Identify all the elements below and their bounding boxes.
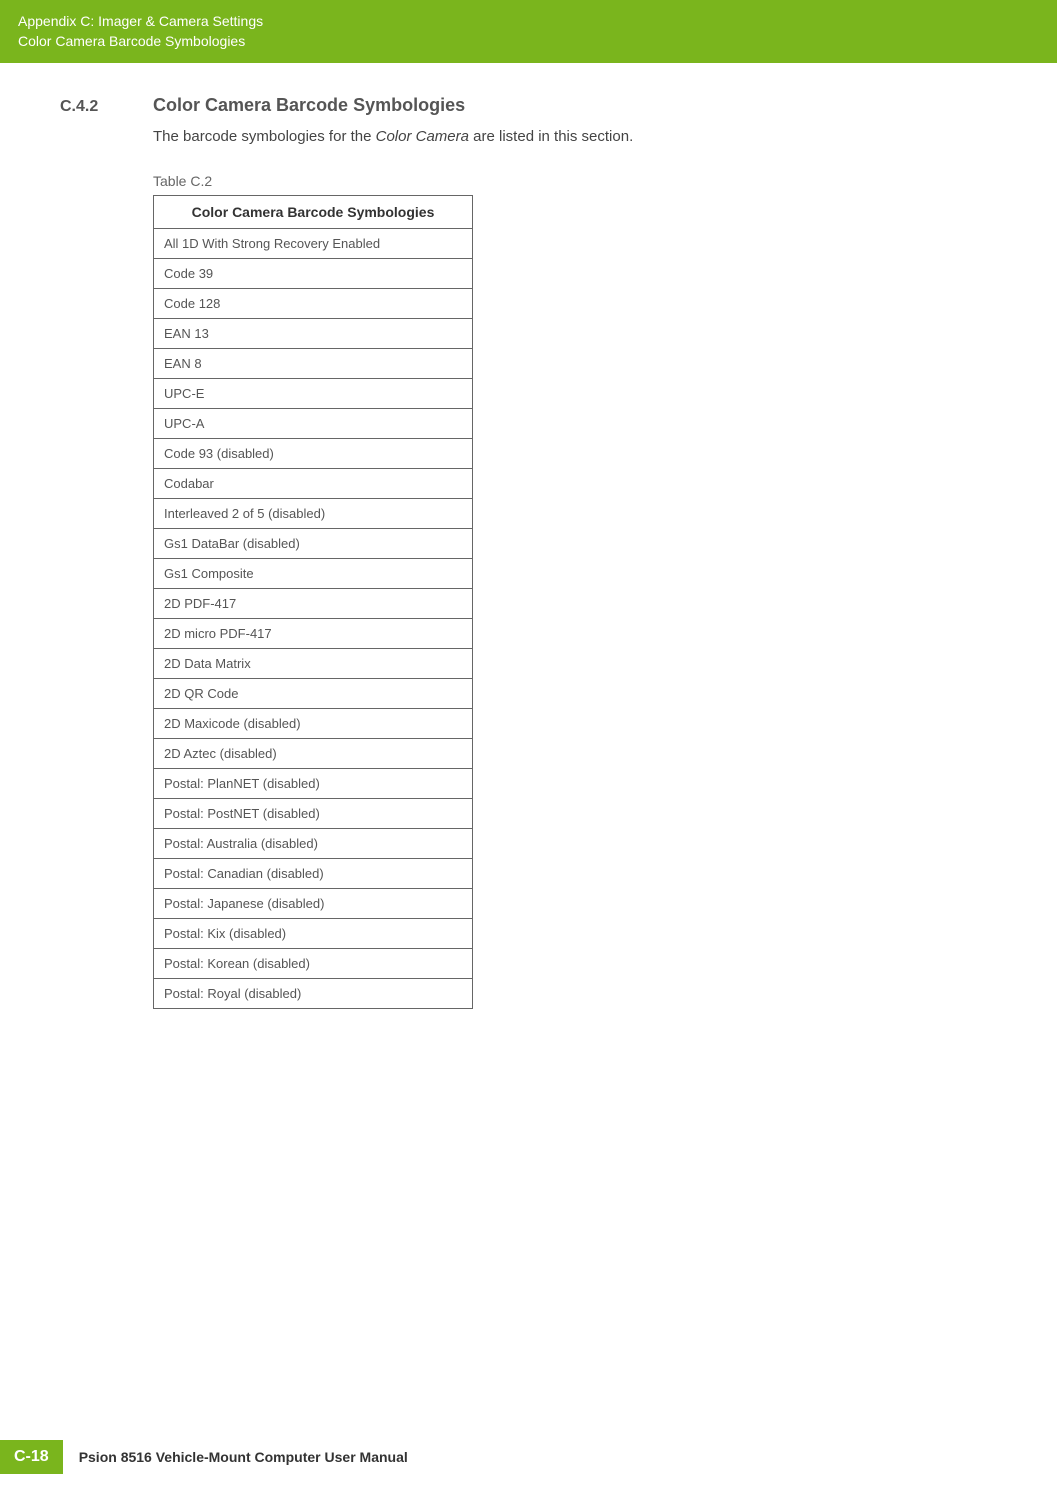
footer-text: Psion 8516 Vehicle-Mount Computer User M… xyxy=(79,1449,408,1465)
table-cell: 2D QR Code xyxy=(154,678,473,708)
table-row: Postal: Japanese (disabled) xyxy=(154,888,473,918)
page-header: Appendix C: Imager & Camera Settings Col… xyxy=(0,0,1057,63)
table-cell: 2D PDF-417 xyxy=(154,588,473,618)
page-number: C-18 xyxy=(0,1440,63,1474)
section-heading: C.4.2 Color Camera Barcode Symbologies xyxy=(60,95,997,116)
table-row: Postal: Kix (disabled) xyxy=(154,918,473,948)
table-cell: Postal: Australia (disabled) xyxy=(154,828,473,858)
intro-italic: Color Camera xyxy=(376,128,469,145)
table-row: 2D micro PDF-417 xyxy=(154,618,473,648)
table-row: Postal: Korean (disabled) xyxy=(154,948,473,978)
table-cell: Code 39 xyxy=(154,258,473,288)
intro-prefix: The barcode symbologies for the xyxy=(153,128,376,145)
table-cell: UPC-A xyxy=(154,408,473,438)
table-cell: UPC-E xyxy=(154,378,473,408)
table-row: Postal: PlanNET (disabled) xyxy=(154,768,473,798)
table-cell: 2D Aztec (disabled) xyxy=(154,738,473,768)
section-number: C.4.2 xyxy=(60,98,153,116)
table-row: Gs1 Composite xyxy=(154,558,473,588)
header-line-2: Color Camera Barcode Symbologies xyxy=(18,32,1039,52)
table-row: All 1D With Strong Recovery Enabled xyxy=(154,228,473,258)
table-row: Codabar xyxy=(154,468,473,498)
page-footer: C-18 Psion 8516 Vehicle-Mount Computer U… xyxy=(0,1440,408,1474)
table-cell: Postal: Korean (disabled) xyxy=(154,948,473,978)
table-cell: Postal: Japanese (disabled) xyxy=(154,888,473,918)
table-cell: Codabar xyxy=(154,468,473,498)
table-caption: Table C.2 xyxy=(153,173,997,189)
table-row: Interleaved 2 of 5 (disabled) xyxy=(154,498,473,528)
table-cell: Gs1 Composite xyxy=(154,558,473,588)
table-row: EAN 8 xyxy=(154,348,473,378)
table-row: Gs1 DataBar (disabled) xyxy=(154,528,473,558)
table-row: 2D Aztec (disabled) xyxy=(154,738,473,768)
table-cell: Code 128 xyxy=(154,288,473,318)
table-row: 2D Maxicode (disabled) xyxy=(154,708,473,738)
table-cell: Gs1 DataBar (disabled) xyxy=(154,528,473,558)
table-cell: 2D Data Matrix xyxy=(154,648,473,678)
table-row: 2D PDF-417 xyxy=(154,588,473,618)
table-cell: Code 93 (disabled) xyxy=(154,438,473,468)
table-cell: EAN 8 xyxy=(154,348,473,378)
table-cell: 2D Maxicode (disabled) xyxy=(154,708,473,738)
table-cell: Postal: PlanNET (disabled) xyxy=(154,768,473,798)
table-row: 2D QR Code xyxy=(154,678,473,708)
table-cell: Interleaved 2 of 5 (disabled) xyxy=(154,498,473,528)
table-row: Code 128 xyxy=(154,288,473,318)
table-row: Postal: Australia (disabled) xyxy=(154,828,473,858)
intro-text: The barcode symbologies for the Color Ca… xyxy=(153,126,997,149)
symbology-table: Color Camera Barcode Symbologies All 1D … xyxy=(153,195,473,1009)
table-cell: 2D micro PDF-417 xyxy=(154,618,473,648)
table-row: Postal: Royal (disabled) xyxy=(154,978,473,1008)
section-title: Color Camera Barcode Symbologies xyxy=(153,95,465,116)
table-row: UPC-A xyxy=(154,408,473,438)
table-cell: Postal: Kix (disabled) xyxy=(154,918,473,948)
intro-suffix: are listed in this section. xyxy=(469,128,633,145)
table-body: All 1D With Strong Recovery Enabled Code… xyxy=(154,228,473,1008)
table-cell: EAN 13 xyxy=(154,318,473,348)
header-line-1: Appendix C: Imager & Camera Settings xyxy=(18,12,1039,32)
table-row: UPC-E xyxy=(154,378,473,408)
table-row: Code 93 (disabled) xyxy=(154,438,473,468)
table-row: Postal: Canadian (disabled) xyxy=(154,858,473,888)
table-row: EAN 13 xyxy=(154,318,473,348)
page-content: C.4.2 Color Camera Barcode Symbologies T… xyxy=(0,63,1057,1009)
table-header: Color Camera Barcode Symbologies xyxy=(154,195,473,228)
table-cell: Postal: Royal (disabled) xyxy=(154,978,473,1008)
table-cell: Postal: PostNET (disabled) xyxy=(154,798,473,828)
table-row: Code 39 xyxy=(154,258,473,288)
table-cell: All 1D With Strong Recovery Enabled xyxy=(154,228,473,258)
table-row: Postal: PostNET (disabled) xyxy=(154,798,473,828)
table-row: 2D Data Matrix xyxy=(154,648,473,678)
table-cell: Postal: Canadian (disabled) xyxy=(154,858,473,888)
